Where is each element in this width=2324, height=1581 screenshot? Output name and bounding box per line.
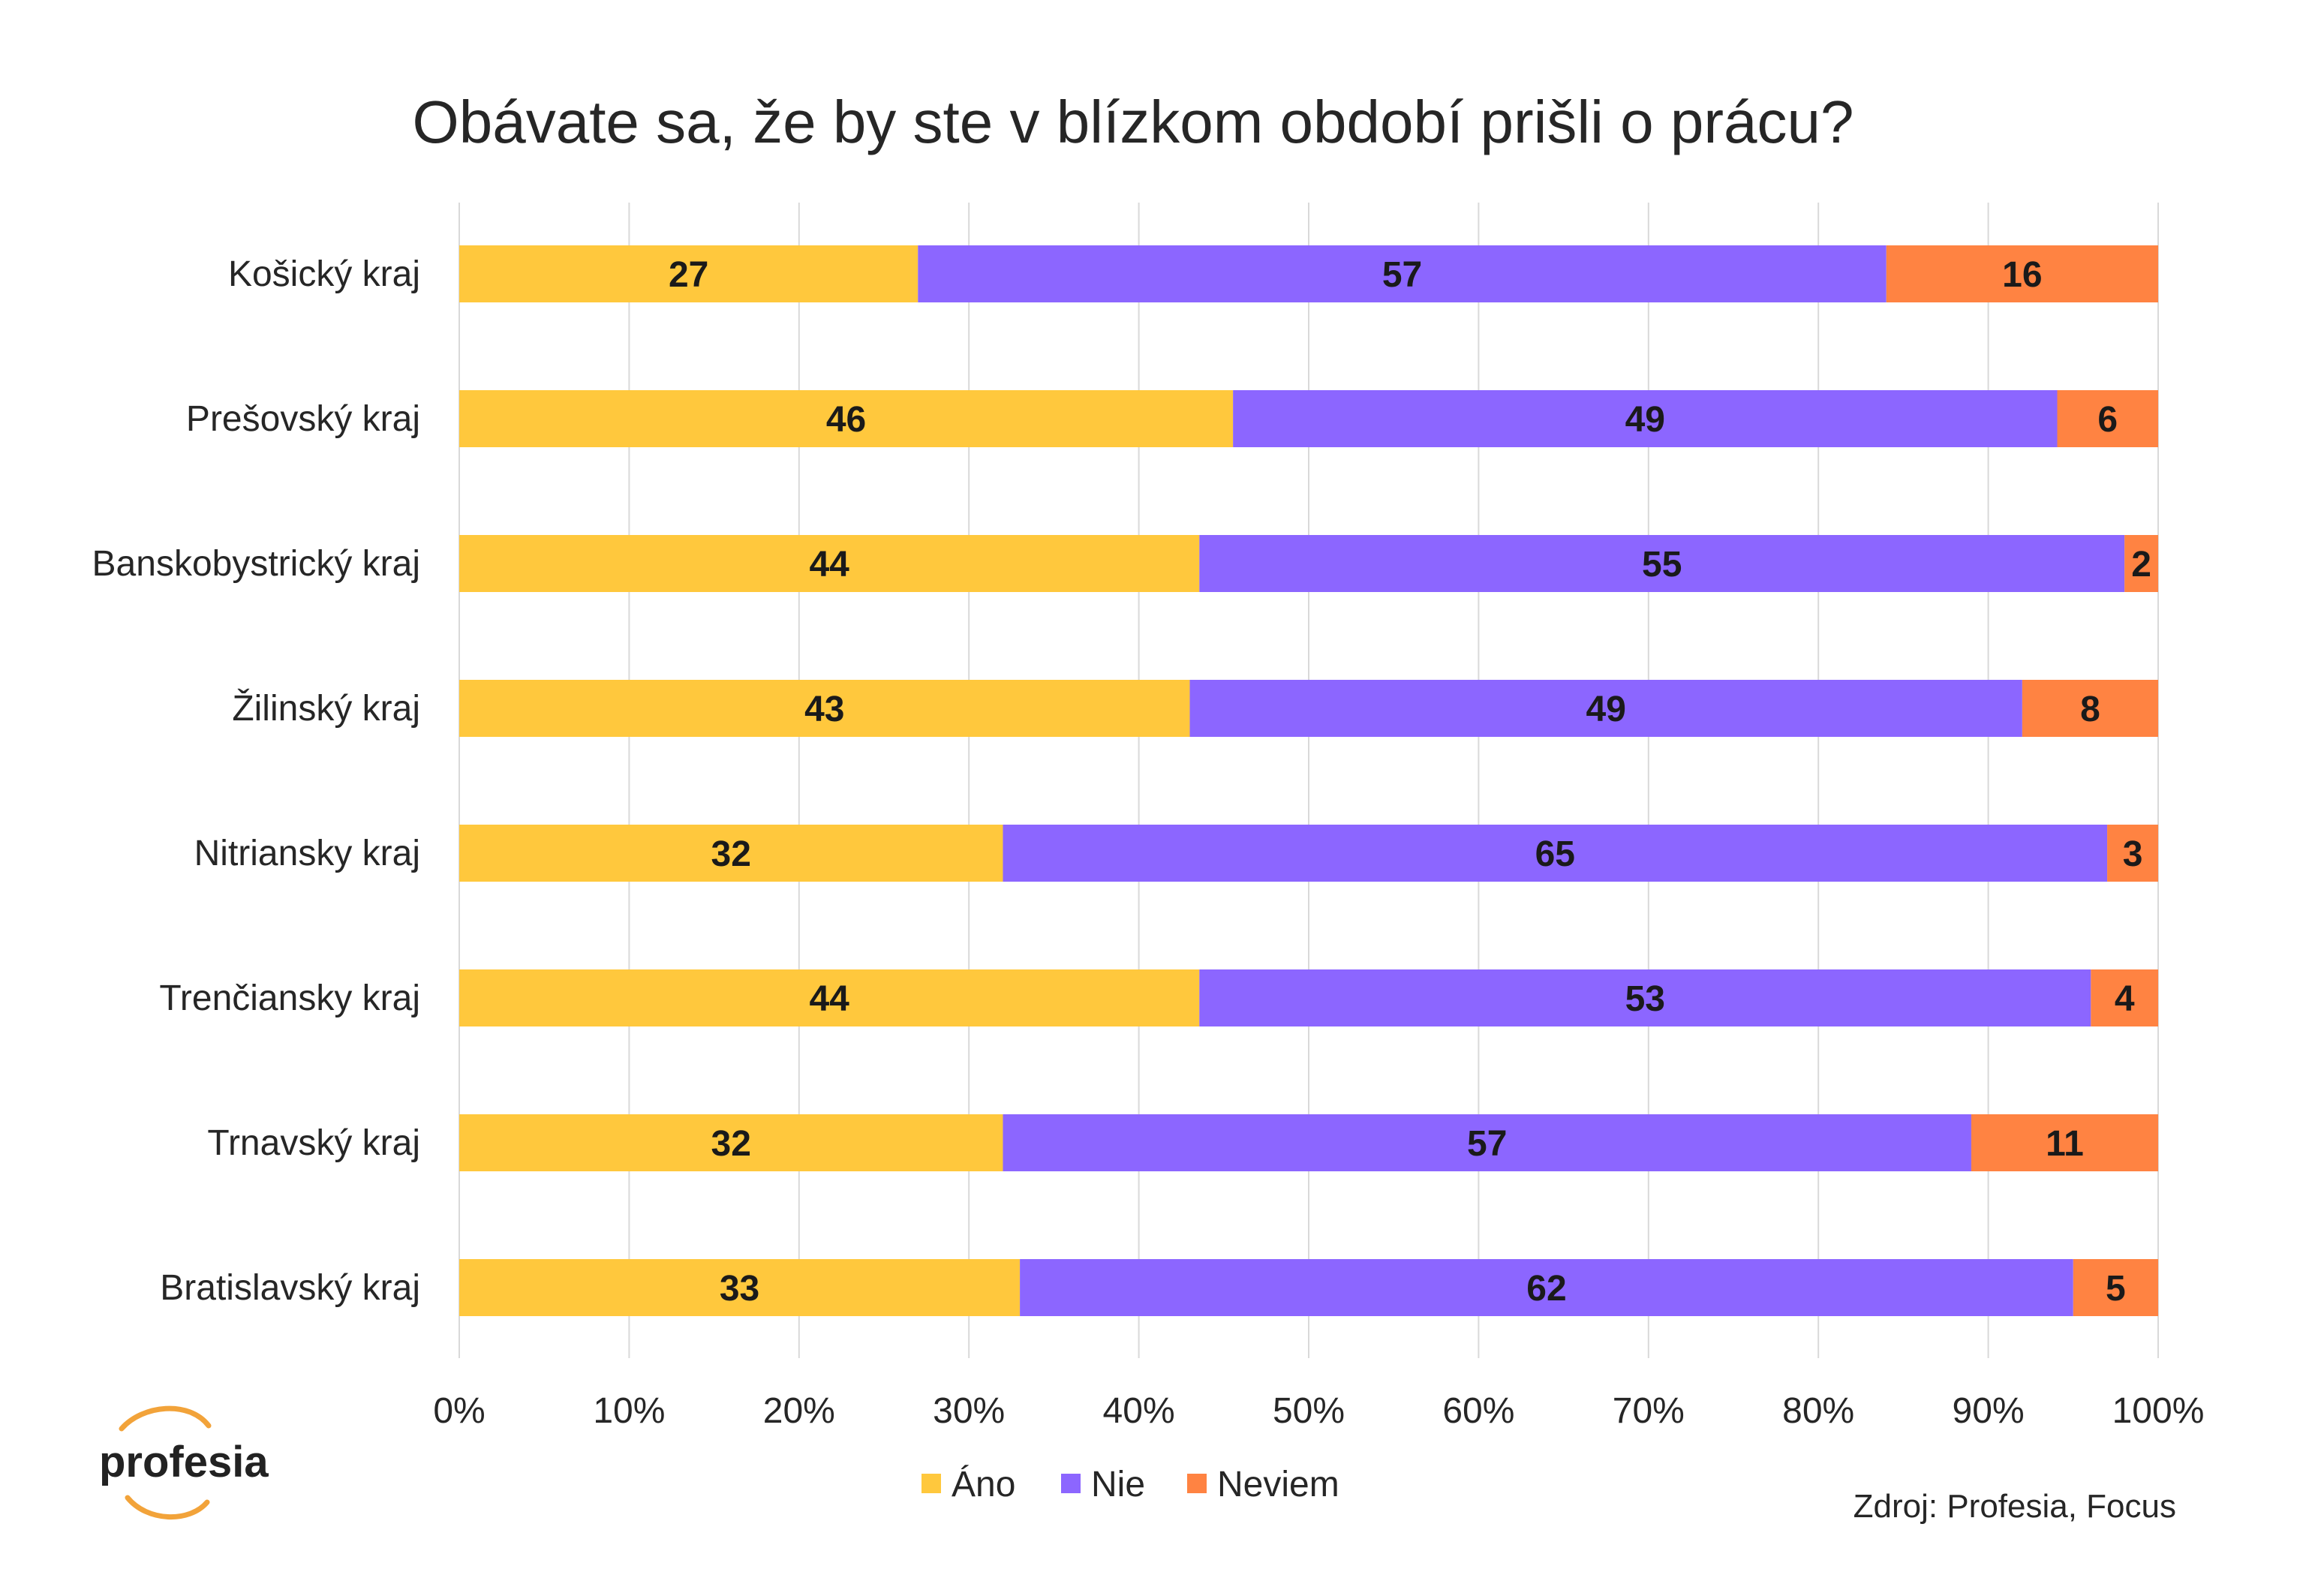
x-tick-label: 10%	[593, 1391, 665, 1431]
data-label: 11	[2046, 1124, 2084, 1164]
category-label: Banskobystrický kraj	[92, 544, 420, 584]
bar-segment-nie	[1020, 1259, 2073, 1316]
data-label: 65	[1535, 834, 1575, 874]
data-label: 8	[2080, 690, 2100, 729]
bar-segment-neviem	[2057, 390, 2158, 447]
profesia-logo: profesia	[99, 1405, 269, 1519]
data-label: 62	[1526, 1269, 1566, 1309]
data-label: 3	[2123, 834, 2143, 874]
data-label: 49	[1586, 690, 1626, 729]
data-label: 55	[1642, 545, 1682, 585]
logo-wordmark: profesia	[99, 1438, 269, 1486]
bar-segment-neviem	[2091, 969, 2158, 1026]
logo-arc-bottom-icon	[125, 1495, 210, 1519]
logo-arc-top-icon	[119, 1405, 212, 1432]
x-tick-label: 30%	[933, 1391, 1005, 1431]
data-label: 32	[711, 834, 751, 874]
bar-segment-ano	[459, 825, 1003, 882]
data-label: 44	[809, 545, 849, 585]
x-tick-label: 100%	[2112, 1391, 2205, 1431]
category-label: Žilinský kraj	[232, 689, 420, 729]
bar-segment-neviem	[2022, 680, 2158, 737]
bar-segment-neviem	[2073, 1259, 2158, 1316]
chart-title: Obávate sa, že by ste v blízkom období p…	[413, 89, 1854, 155]
x-tick-label: 40%	[1103, 1391, 1175, 1431]
x-tick-label: 20%	[763, 1391, 835, 1431]
bar-segment-nie	[1189, 680, 2022, 737]
bar-segment-neviem	[2124, 535, 2158, 592]
bar-segment-neviem	[1886, 245, 2158, 302]
bar-segment-nie	[918, 245, 1887, 302]
legend-swatch-nie	[1061, 1474, 1081, 1493]
legend-label-ano: Áno	[952, 1465, 1015, 1504]
legend-label-neviem: Neviem	[1217, 1465, 1339, 1504]
category-axis-labels: Košický kraj Prešovský kraj Banskobystrick…	[92, 254, 420, 1308]
bar-segment-ano	[459, 245, 918, 302]
bar-segment-nie	[1199, 969, 2091, 1026]
data-label: 27	[669, 255, 708, 295]
bar-segment-ano	[459, 969, 1200, 1026]
bar-segment-ano	[459, 1114, 1003, 1171]
bar-segment-ano	[459, 390, 1234, 447]
x-tick-label: 0%	[433, 1391, 485, 1431]
data-label: 2	[2131, 545, 2151, 585]
x-tick-label: 60%	[1442, 1391, 1514, 1431]
bar-segment-ano	[459, 535, 1200, 592]
x-tick-label: 80%	[1782, 1391, 1854, 1431]
x-tick-label: 90%	[1953, 1391, 2025, 1431]
bar-series: 27 57 16 46 49 6 44 55 2 43 49 8 32 65 3 44 53 4 32 57 11 33 6…	[459, 245, 2158, 1316]
data-label: 49	[1625, 400, 1665, 440]
bar-segment-ano	[459, 680, 1190, 737]
data-label: 57	[1382, 255, 1422, 295]
category-label: Prešovský kraj	[186, 399, 420, 439]
legend: Áno Nie Neviem	[921, 1465, 1339, 1504]
legend-swatch-neviem	[1187, 1474, 1207, 1493]
data-label: 16	[2002, 255, 2042, 295]
category-label: Trnavský kraj	[207, 1123, 420, 1163]
bar-segment-nie	[1003, 1114, 1971, 1171]
bar-segment-nie	[1003, 825, 2108, 882]
data-label: 33	[720, 1269, 759, 1309]
data-label: 53	[1625, 979, 1665, 1019]
data-label: 6	[2097, 400, 2118, 440]
bar-segment-nie	[1199, 535, 2125, 592]
category-label: Nitriansky kraj	[194, 834, 420, 873]
category-label: Bratislavský kraj	[160, 1268, 420, 1308]
data-label: 57	[1467, 1124, 1507, 1164]
bar-segment-neviem	[1971, 1114, 2158, 1171]
category-label: Trenčiansky kraj	[159, 978, 420, 1018]
legend-label-nie: Nie	[1091, 1465, 1145, 1504]
data-label: 4	[2115, 979, 2135, 1019]
data-label: 43	[804, 690, 844, 729]
bar-segment-ano	[459, 1259, 1021, 1316]
value-axis-ticks: 0% 10% 20% 30% 40% 50% 60% 70% 80% 90% 100%	[433, 1391, 2204, 1431]
x-tick-label: 50%	[1273, 1391, 1345, 1431]
bar-segment-neviem	[2107, 825, 2158, 882]
data-label: 32	[711, 1124, 751, 1164]
x-tick-label: 70%	[1613, 1391, 1685, 1431]
data-label: 46	[826, 400, 866, 440]
source-note: Zdroj: Profesia, Focus	[1853, 1488, 2176, 1525]
data-label: 5	[2106, 1269, 2126, 1309]
category-label: Košický kraj	[228, 254, 420, 294]
legend-swatch-ano	[921, 1474, 941, 1493]
bar-segment-nie	[1233, 390, 2058, 447]
data-label: 44	[809, 979, 849, 1019]
